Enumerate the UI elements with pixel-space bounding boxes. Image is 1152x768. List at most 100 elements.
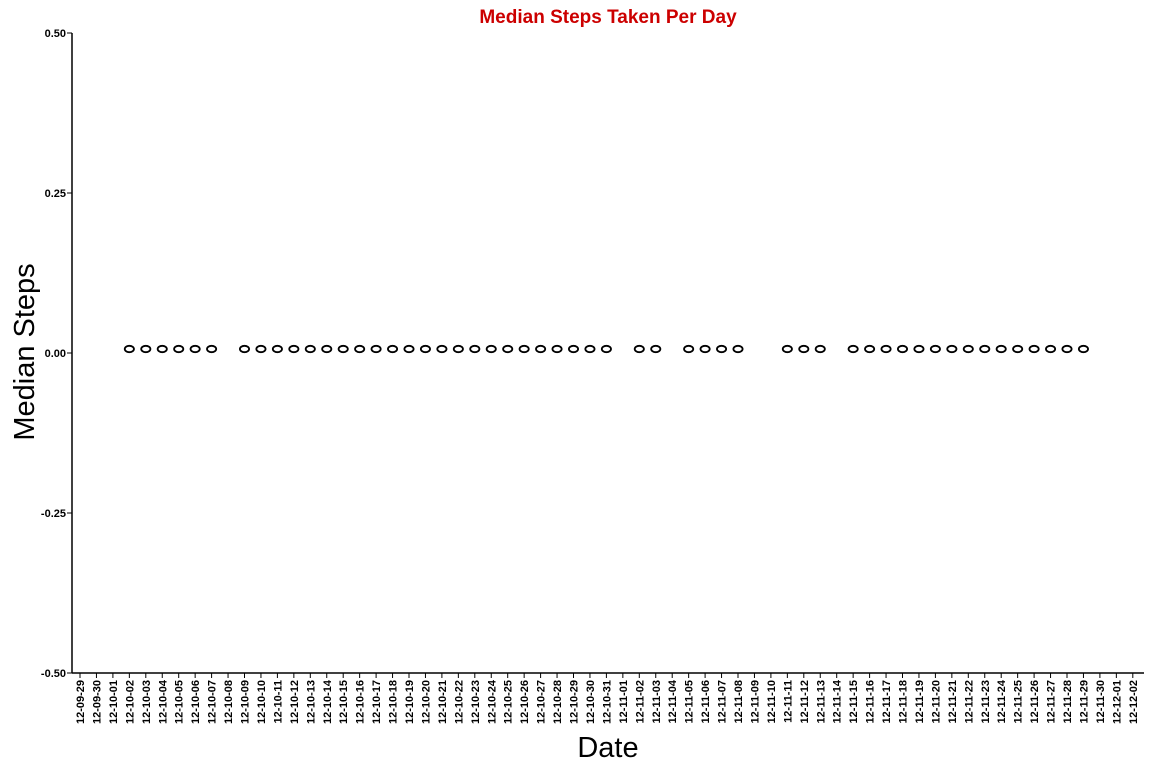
x-tick-label: 12-12-02 — [1128, 680, 1140, 724]
y-tick-label: -0.25 — [41, 508, 66, 520]
data-point — [979, 344, 991, 354]
x-tick-label: 12-11-20 — [930, 680, 942, 723]
data-point — [271, 344, 283, 354]
y-axis-ticks: 0.50 0.25 0.00 -0.25 -0.50 — [41, 28, 72, 680]
x-tick-label: 12-11-12 — [799, 680, 811, 723]
data-point — [600, 344, 612, 354]
data-point — [238, 344, 250, 354]
x-tick-label: 12-11-23 — [980, 680, 992, 723]
data-point — [1012, 344, 1024, 354]
x-tick-label: 12-10-20 — [420, 680, 432, 724]
x-tick-label: 12-10-09 — [240, 680, 252, 724]
data-point — [354, 344, 366, 354]
data-point — [321, 344, 333, 354]
x-tick-label: 12-10-16 — [355, 680, 367, 724]
x-tick-label: 12-11-01 — [618, 680, 630, 723]
x-tick-label: 12-10-01 — [108, 680, 120, 724]
x-tick-label: 12-11-25 — [1013, 680, 1025, 723]
x-tick-label: 12-09-30 — [91, 680, 103, 724]
data-point — [913, 344, 925, 354]
data-point — [847, 344, 859, 354]
data-point — [732, 344, 744, 354]
x-tick-label: 12-10-15 — [338, 680, 350, 724]
data-point — [485, 344, 497, 354]
x-tick-label: 12-11-08 — [733, 680, 745, 723]
x-tick-label: 12-11-05 — [684, 680, 696, 723]
x-tick-label: 12-11-21 — [947, 680, 959, 723]
data-point — [189, 344, 201, 354]
x-tick-label: 12-10-21 — [437, 680, 449, 724]
y-tick-label: 0.50 — [45, 28, 66, 40]
data-point — [995, 344, 1007, 354]
data-point — [288, 344, 300, 354]
data-point — [1045, 344, 1057, 354]
data-point — [781, 344, 793, 354]
data-point — [929, 344, 941, 354]
x-tick-label: 12-10-30 — [585, 680, 597, 724]
data-point — [798, 344, 810, 354]
y-axis-title: Median Steps — [9, 263, 41, 440]
x-tick-label: 12-11-11 — [782, 680, 794, 723]
data-point — [1028, 344, 1040, 354]
x-tick-label: 12-11-02 — [634, 680, 646, 723]
data-points — [123, 344, 1089, 354]
data-point — [568, 344, 580, 354]
x-tick-label: 12-10-10 — [256, 680, 268, 724]
x-tick-label: 12-11-14 — [832, 679, 844, 723]
data-point — [880, 344, 892, 354]
data-point — [156, 344, 168, 354]
data-point — [419, 344, 431, 354]
x-tick-label: 12-11-24 — [996, 679, 1008, 723]
x-tick-label: 12-10-26 — [519, 680, 531, 724]
data-point — [452, 344, 464, 354]
data-point — [436, 344, 448, 354]
x-axis-title: Date — [577, 732, 638, 764]
x-tick-label: 12-10-11 — [272, 680, 284, 723]
x-tick-label: 12-11-03 — [651, 680, 663, 723]
data-point — [387, 344, 399, 354]
x-tick-label: 12-11-15 — [848, 680, 860, 723]
x-tick-label: 12-11-17 — [881, 680, 893, 723]
x-tick-label: 12-11-10 — [766, 680, 778, 723]
data-point — [518, 344, 530, 354]
x-tick-label: 12-11-18 — [898, 680, 910, 723]
x-tick-label: 12-10-02 — [124, 680, 136, 724]
x-tick-label: 12-10-31 — [601, 680, 613, 724]
data-point — [1077, 344, 1089, 354]
x-tick-label: 12-10-04 — [157, 679, 169, 724]
x-tick-label: 12-10-07 — [207, 680, 219, 724]
data-point — [946, 344, 958, 354]
x-tick-label: 12-11-29 — [1078, 680, 1090, 723]
data-point — [173, 344, 185, 354]
x-tick-label: 12-11-28 — [1062, 680, 1074, 723]
data-point — [699, 344, 711, 354]
x-tick-label: 12-11-16 — [865, 680, 877, 723]
x-tick-label: 12-12-01 — [1111, 680, 1123, 724]
data-point — [337, 344, 349, 354]
x-tick-label: 12-10-03 — [141, 680, 153, 724]
x-tick-label: 12-11-13 — [815, 680, 827, 723]
y-tick-label: 0.25 — [45, 188, 66, 200]
x-tick-label: 12-11-22 — [963, 680, 975, 723]
y-tick-label: 0.00 — [45, 348, 66, 360]
data-point — [584, 344, 596, 354]
x-tick-label: 12-10-06 — [190, 680, 202, 724]
x-tick-label: 12-11-19 — [914, 680, 926, 723]
data-point — [633, 344, 645, 354]
x-tick-label: 12-10-22 — [453, 680, 465, 724]
data-point — [370, 344, 382, 354]
x-tick-label: 12-11-04 — [667, 679, 679, 723]
x-tick-label: 12-10-18 — [388, 680, 400, 724]
data-point — [716, 344, 728, 354]
data-point — [140, 344, 152, 354]
x-tick-label: 12-10-24 — [486, 679, 498, 724]
x-tick-label: 12-10-12 — [289, 680, 301, 724]
x-tick-label: 12-10-05 — [174, 680, 186, 724]
data-point — [502, 344, 514, 354]
x-tick-label: 12-10-27 — [536, 680, 548, 724]
data-point — [304, 344, 316, 354]
x-tick-label: 12-10-17 — [371, 680, 383, 724]
data-point — [469, 344, 481, 354]
